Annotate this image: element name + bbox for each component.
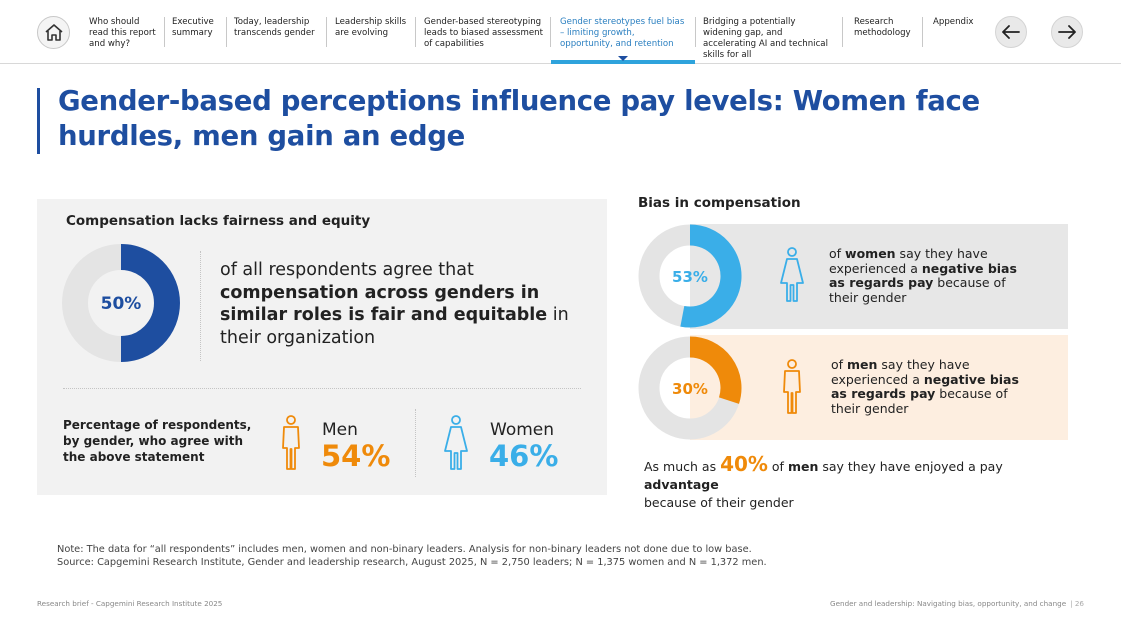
gender-breakdown-label: Percentage of respondents, by gender, wh… bbox=[63, 418, 252, 464]
page-title: Gender-based perceptions influence pay l… bbox=[58, 85, 980, 152]
nav-separator bbox=[326, 17, 327, 47]
pay-advantage-statement: As much as 40% of men say they have enjo… bbox=[644, 452, 1074, 512]
women-agree-stat: Women 46% bbox=[440, 413, 570, 475]
women-bias-band bbox=[690, 224, 1068, 329]
text-fragment: As much as bbox=[644, 459, 721, 474]
text-fragment: say they have enjoyed a pay bbox=[818, 459, 1003, 474]
nav-separator bbox=[695, 17, 696, 47]
text-fragment: say they have experienced a bbox=[831, 357, 970, 387]
nav-item-executive-summary[interactable]: Executive summary bbox=[172, 17, 214, 38]
bias-compensation-heading: Bias in compensation bbox=[638, 195, 801, 211]
footer-left: Research brief - Capgemini Research Inst… bbox=[37, 599, 223, 608]
women-value: 46% bbox=[489, 439, 559, 473]
text-emphasis: men bbox=[847, 357, 878, 372]
title-accent-bar bbox=[37, 88, 40, 154]
nav-separator bbox=[550, 17, 551, 47]
nav-item-bridging-gap[interactable]: Bridging a potentially widening gap, and… bbox=[703, 17, 828, 60]
previous-page-button[interactable] bbox=[995, 16, 1027, 48]
men-agree-stat: Men 54% bbox=[277, 413, 391, 475]
text-fragment: because of their gender bbox=[831, 386, 1008, 416]
nav-item-appendix[interactable]: Appendix bbox=[933, 17, 974, 27]
source-notes: Note: The data for “all respondents” inc… bbox=[57, 543, 767, 569]
divider-vertical bbox=[200, 251, 201, 361]
nav-separator bbox=[415, 17, 416, 47]
donut-slice-agree bbox=[120, 244, 180, 362]
woman-icon bbox=[780, 247, 804, 302]
active-tab-indicator bbox=[551, 60, 695, 64]
arrow-left-icon bbox=[1002, 25, 1020, 39]
text-fragment: of bbox=[831, 357, 848, 372]
men-bias-text: of men say they have experienced a negat… bbox=[831, 357, 1031, 416]
nav-separator bbox=[922, 17, 923, 47]
donut-slice-men-bias bbox=[689, 336, 742, 404]
nav-item-stereotypes-fuel-bias[interactable]: Gender stereotypes fuel bias – limiting … bbox=[560, 17, 685, 49]
active-tab-caret bbox=[618, 56, 628, 61]
footer-title: Gender and leadership: Navigating bias, … bbox=[830, 599, 1067, 608]
advantage-value: 40% bbox=[720, 452, 768, 476]
men-bias-donut-chart: 30% bbox=[638, 336, 742, 440]
donut-slice-women-bias bbox=[680, 224, 742, 328]
nav-item-who-should-read[interactable]: Who should read this report and why? bbox=[89, 17, 156, 49]
arrow-right-icon bbox=[1058, 25, 1076, 39]
statement-emphasis: compensation across genders in similar r… bbox=[220, 282, 548, 326]
text-fragment: of bbox=[767, 459, 788, 474]
compensation-fairness-panel: Compensation lacks fairness and equity 5… bbox=[37, 199, 607, 495]
men-label: Men bbox=[322, 420, 358, 440]
text-fragment: because of their gender bbox=[829, 275, 1006, 305]
woman-icon bbox=[444, 415, 468, 470]
next-page-button[interactable] bbox=[1051, 16, 1083, 48]
nav-item-leadership-skills[interactable]: Leadership skills are evolving bbox=[335, 17, 407, 38]
page-number: | 26 bbox=[1070, 599, 1084, 608]
statement-text: in their organization bbox=[220, 305, 569, 348]
donut-value-label: 30% bbox=[672, 380, 708, 398]
nav-item-research-methodology[interactable]: Research methodology bbox=[854, 17, 911, 38]
nav-separator bbox=[842, 17, 843, 47]
text-fragment: because of their gender bbox=[644, 495, 794, 510]
fairness-donut-chart: 50% bbox=[62, 244, 180, 362]
text-emphasis: negative bias as regards pay bbox=[831, 371, 1019, 401]
statement-text: of all respondents agree that bbox=[220, 260, 474, 280]
footer-right: Gender and leadership: Navigating bias, … bbox=[830, 599, 1084, 608]
text-emphasis: men bbox=[787, 459, 819, 474]
donut-value-label: 50% bbox=[101, 294, 142, 314]
men-value: 54% bbox=[321, 439, 391, 473]
man-icon bbox=[282, 415, 300, 470]
divider-horizontal bbox=[63, 388, 581, 389]
nav-item-stereotyping-assessment[interactable]: Gender-based stereotyping leads to biase… bbox=[424, 17, 543, 49]
nav-separator bbox=[226, 17, 227, 47]
women-label: Women bbox=[490, 420, 555, 440]
fairness-statement: of all respondents agree that compensati… bbox=[220, 259, 570, 349]
text-fragment: say they have experienced a bbox=[829, 246, 988, 276]
text-fragment: of bbox=[829, 246, 846, 261]
nav-item-leadership-transcends-gender[interactable]: Today, leadership transcends gender bbox=[234, 17, 315, 38]
man-icon bbox=[783, 359, 801, 414]
home-button[interactable] bbox=[37, 16, 70, 49]
panel-heading: Compensation lacks fairness and equity bbox=[66, 213, 371, 229]
text-emphasis: women bbox=[845, 246, 896, 261]
text-emphasis: advantage bbox=[644, 477, 719, 492]
text-emphasis: negative bias as regards pay bbox=[829, 260, 1017, 290]
women-bias-donut-chart: 53% bbox=[638, 224, 742, 328]
nav-separator bbox=[164, 17, 165, 47]
note-line: Note: The data for “all respondents” inc… bbox=[57, 544, 752, 555]
home-icon bbox=[44, 24, 63, 41]
source-line: Source: Capgemini Research Institute, Ge… bbox=[57, 557, 767, 568]
donut-value-label: 53% bbox=[672, 268, 708, 286]
women-bias-text: of women say they have experienced a neg… bbox=[829, 246, 1029, 305]
divider-vertical bbox=[415, 409, 416, 477]
top-navigation: Who should read this report and why? Exe… bbox=[0, 0, 1121, 64]
men-bias-band bbox=[690, 335, 1068, 440]
